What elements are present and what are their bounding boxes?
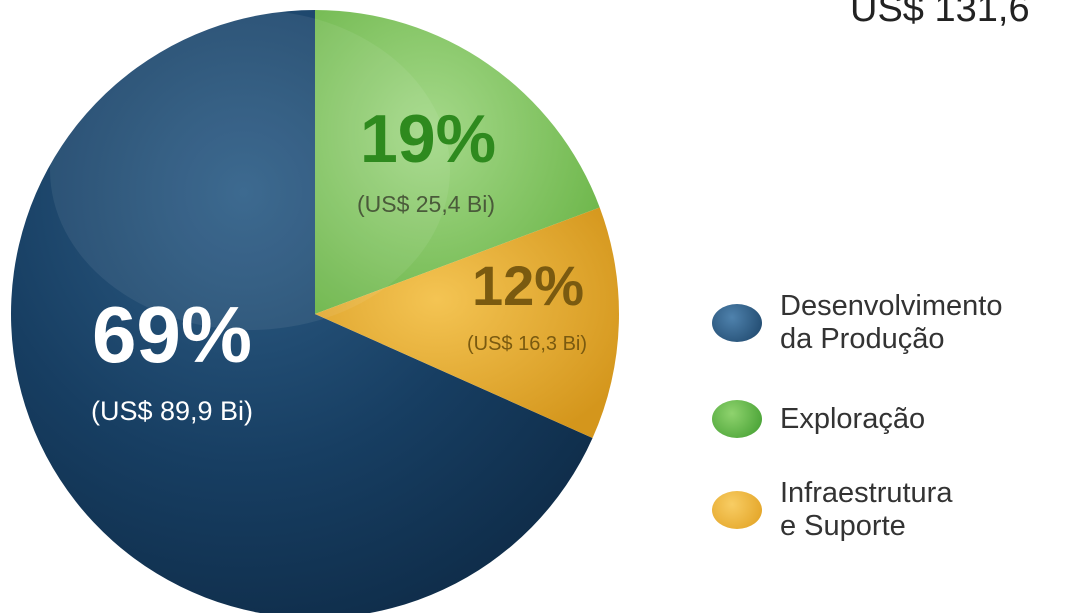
pie-chart: 69% (US$ 89,9 Bi) 19% (US$ 25,4 Bi) 12% (US$ … [11, 10, 620, 613]
value-label-exploracao: (US$ 25,4 Bi) [357, 191, 495, 217]
percent-label-desenvolvimento: 69% [92, 290, 252, 379]
legend-item-desenvolvimento: Desenvolvimento da Produção [712, 290, 1002, 356]
value-label-infraestrutura: (US$ 16,3 Bi) [467, 333, 587, 355]
legend-label: Exploração [780, 402, 926, 435]
legend: Desenvolvimento da Produção Exploração I… [712, 0, 1070, 613]
pie-highlight [50, 10, 450, 330]
legend-swatch-blue [712, 304, 762, 342]
pie-slice-exploracao [315, 10, 600, 314]
percent-label-exploracao: 19% [360, 101, 496, 177]
legend-label: Desenvolvimento da Produção [780, 290, 1003, 355]
legend-item-exploracao: Exploração [712, 400, 925, 438]
total-investment-label: US$ 131,6 [850, 0, 1030, 30]
legend-label: Infraestrutura e Suporte [780, 477, 953, 542]
percent-label-infraestrutura: 12% [472, 254, 584, 317]
pie-slice-infraestrutura [315, 207, 620, 439]
legend-item-infraestrutura: Infraestrutura e Suporte [712, 477, 952, 543]
value-label-desenvolvimento: (US$ 89,9 Bi) [91, 396, 253, 426]
legend-swatch-green [712, 400, 762, 438]
legend-swatch-gold [712, 491, 762, 529]
pie-slice-desenvolvimento [11, 10, 593, 613]
